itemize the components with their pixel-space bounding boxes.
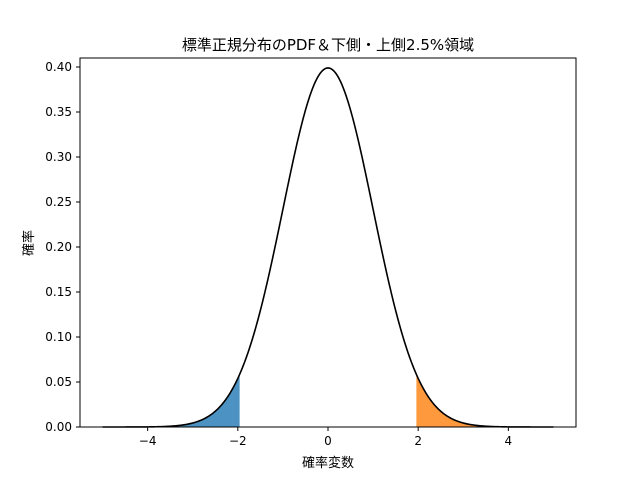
y-axis-ticks: 0.00 0.05 0.10 0.15 0.20 0.25 0.30 0.35 0.40 bbox=[45, 60, 80, 434]
y-tick-label: 0.25 bbox=[45, 195, 72, 209]
upper-tail-region bbox=[416, 374, 554, 427]
x-axis-label: 確率変数 bbox=[302, 455, 354, 471]
y-tick-label: 0.00 bbox=[45, 420, 72, 434]
y-tick-label: 0.10 bbox=[45, 330, 72, 344]
x-tick-label: 2 bbox=[414, 434, 422, 448]
x-tick-label: 0 bbox=[324, 434, 332, 448]
y-tick-label: 0.35 bbox=[45, 105, 72, 119]
curve-layer bbox=[102, 67, 554, 428]
y-axis-label: 確率 bbox=[21, 230, 37, 256]
pdf-curve bbox=[102, 67, 554, 428]
x-tick-label: 4 bbox=[505, 434, 513, 448]
y-tick-label: 0.30 bbox=[45, 150, 72, 164]
y-tick-label: 0.20 bbox=[45, 240, 72, 254]
x-axis-ticks: −4 −2 0 2 4 bbox=[139, 427, 512, 448]
chart-title: 標準正規分布のPDF＆下側・上側2.5%領域 bbox=[182, 36, 474, 54]
y-tick-label: 0.15 bbox=[45, 285, 72, 299]
x-tick-label: −2 bbox=[229, 434, 247, 448]
shaded-regions bbox=[102, 374, 554, 427]
lower-tail-region bbox=[102, 374, 240, 427]
y-tick-label: 0.05 bbox=[45, 375, 72, 389]
x-tick-label: −4 bbox=[139, 434, 157, 448]
y-tick-label: 0.40 bbox=[45, 60, 72, 74]
